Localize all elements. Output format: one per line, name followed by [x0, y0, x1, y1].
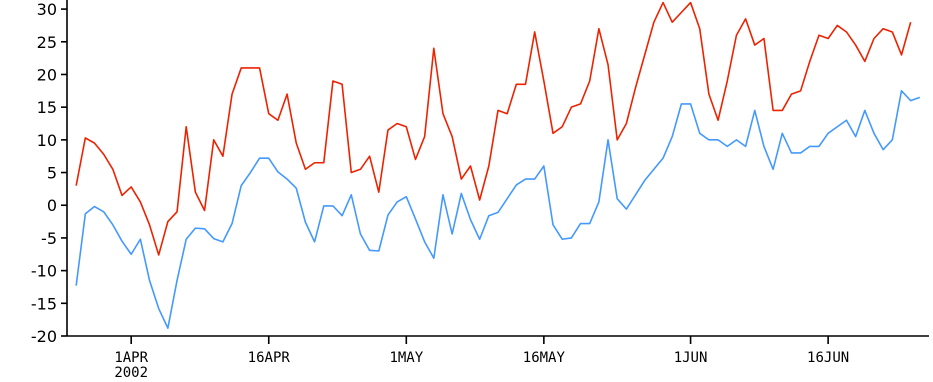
- x-tick-year-label: 2002: [114, 365, 148, 381]
- y-ticks: -20-15-10-505101520253035: [31, 0, 67, 346]
- series-layer: [75, 1, 921, 329]
- x-tick-label: 1MAY: [389, 350, 423, 366]
- y-tick-label: 5: [47, 164, 57, 183]
- y-tick-label: 25: [37, 33, 57, 52]
- y-tick-label: 30: [37, 0, 57, 19]
- y-tick-label: -5: [41, 229, 57, 248]
- y-tick-label: -10: [31, 262, 57, 281]
- x-tick-label: 16JUN: [807, 350, 849, 366]
- y-tick-label: 0: [47, 196, 57, 215]
- axes-layer: [66, 0, 929, 337]
- series-line-2: [75, 90, 921, 329]
- y-tick-label: -20: [31, 327, 57, 346]
- x-tick-label: 1APR: [114, 350, 148, 366]
- x-tick-label: 1JUN: [674, 350, 708, 366]
- y-tick-label: 20: [37, 65, 57, 84]
- series-line-1: [75, 1, 912, 256]
- x-tick-label: 16APR: [248, 350, 291, 366]
- x-tick-label: 16MAY: [523, 350, 566, 366]
- y-tick-label: 10: [37, 131, 57, 150]
- y-tick-label: 15: [37, 98, 57, 117]
- y-tick-label: -15: [31, 294, 57, 313]
